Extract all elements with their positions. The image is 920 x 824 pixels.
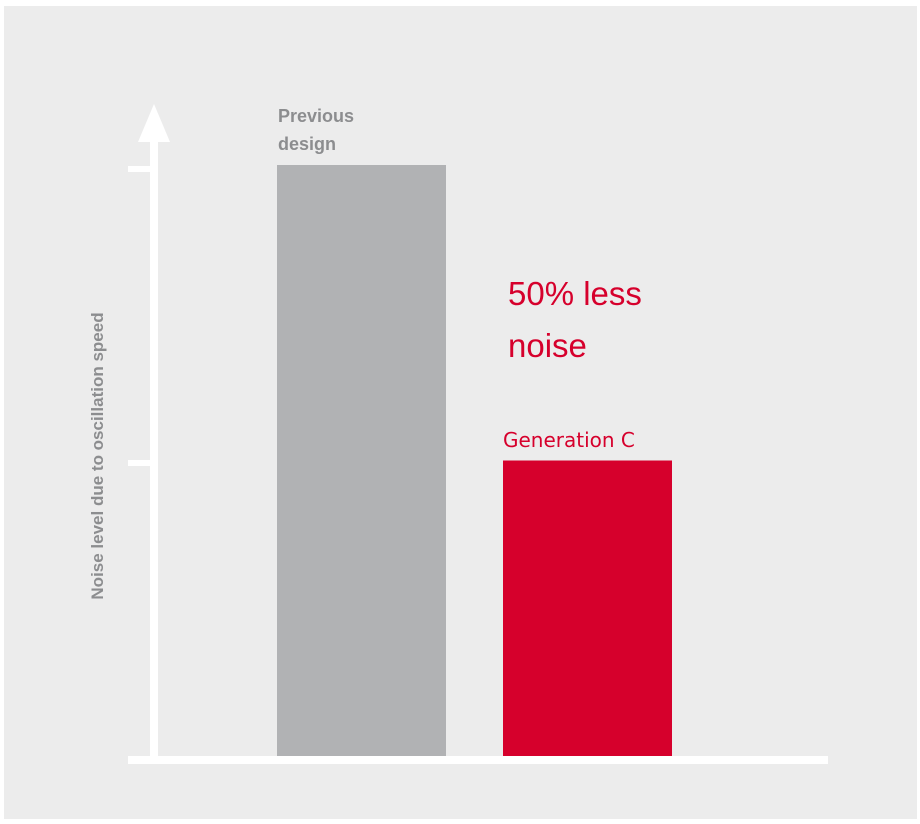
annotation-line-1: 50% less	[508, 275, 642, 312]
category-label-previous-design-line-1: Previous	[278, 106, 354, 126]
y-axis-label: Noise level due to oscillation speed	[88, 312, 107, 599]
category-label-generation-c: Generation C	[503, 428, 635, 452]
bar-generation-c	[503, 460, 672, 756]
category-label-previous-design: Previous design	[278, 106, 359, 154]
category-label-previous-design-line-2: design	[278, 134, 336, 154]
annotation-line-2: noise	[508, 327, 587, 364]
annotation-50-percent-less-noise: 50% less noise	[508, 275, 651, 364]
bar-previous-design	[277, 165, 446, 756]
y-axis-arrowhead	[138, 104, 170, 142]
